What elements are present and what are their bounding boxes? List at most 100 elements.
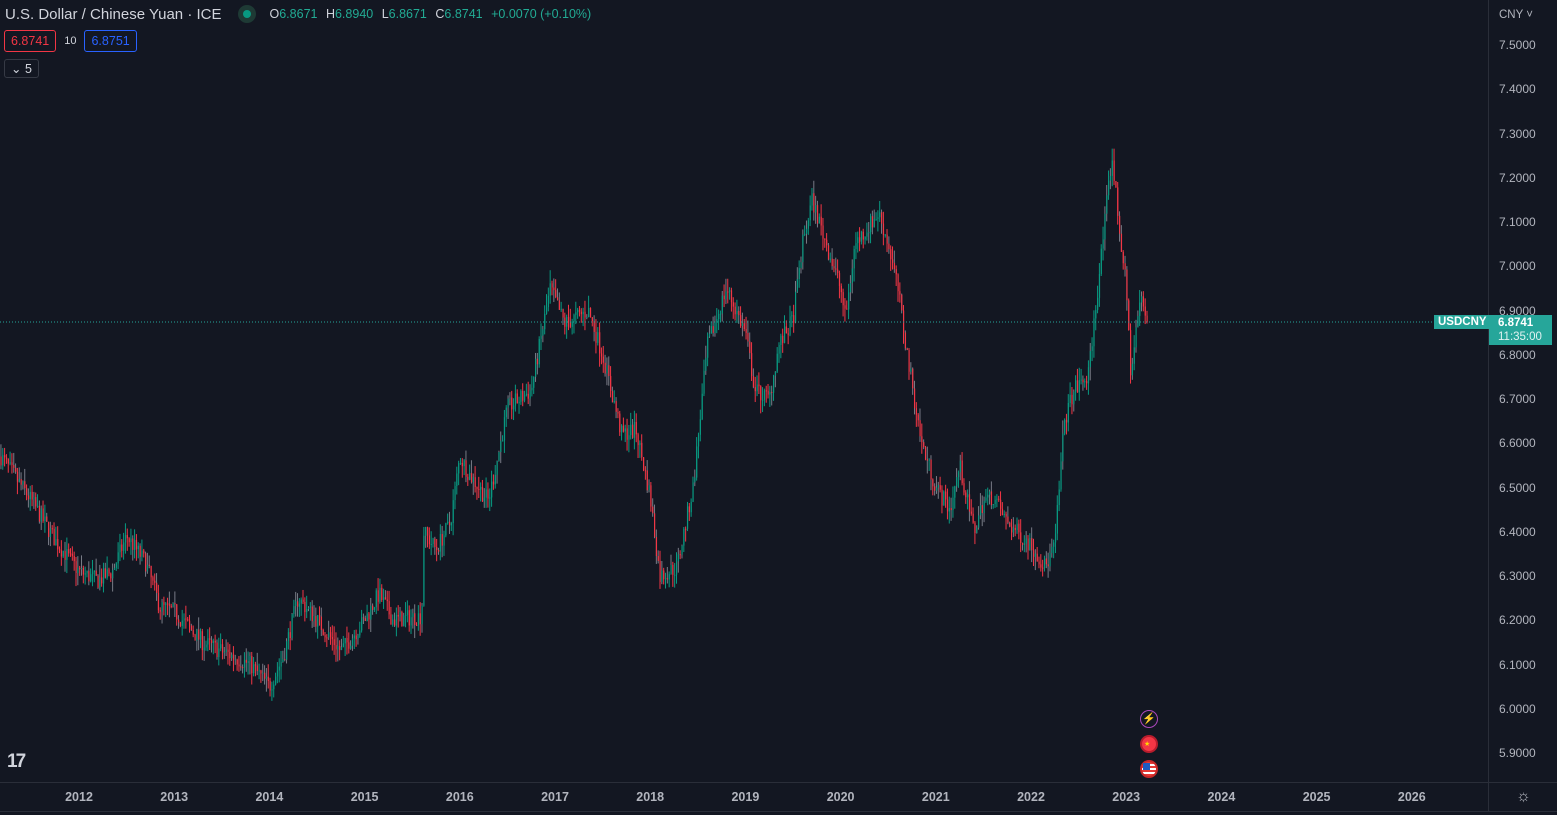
time-tick-label: 2020 [826, 790, 855, 804]
candle [1115, 180, 1117, 188]
candle [308, 606, 310, 612]
candle [137, 542, 139, 559]
candle-body [827, 245, 830, 260]
candle [412, 608, 414, 629]
candle-body [566, 317, 568, 327]
candle-body [580, 311, 582, 315]
candle-body [101, 577, 103, 584]
candle [229, 644, 231, 666]
candle-body [983, 500, 985, 514]
candle-body [397, 614, 399, 617]
candle-body [15, 467, 17, 472]
candle-body [871, 216, 874, 228]
candle [1139, 290, 1141, 326]
candle [882, 211, 885, 246]
candle [666, 566, 669, 584]
candle-body [463, 460, 465, 467]
candle-body [1128, 300, 1130, 331]
last-price: 6.8741 [1498, 317, 1534, 329]
candle-body [699, 419, 701, 435]
tradingview-logo[interactable]: 17 [7, 751, 26, 772]
candle-body [513, 405, 515, 410]
candle-body [734, 306, 736, 315]
candle-body [392, 619, 394, 625]
candle-body [796, 279, 799, 292]
candle [126, 528, 128, 551]
indicators-collapse-button[interactable]: ⌄ 5 [4, 59, 39, 78]
candlestick-chart[interactable] [0, 0, 1488, 782]
candle [805, 220, 808, 244]
time-tick-label: 2015 [350, 790, 379, 804]
candle [963, 478, 965, 496]
candle-body [683, 528, 685, 546]
price-tick-label: 7.2000 [1499, 170, 1536, 185]
currency-selector[interactable]: CNY ˅ [1499, 9, 1533, 21]
candle-body [831, 258, 833, 267]
candle [774, 371, 777, 388]
candle-body [595, 331, 597, 343]
candle-body [165, 603, 167, 605]
candle-body [888, 243, 890, 250]
candle [670, 554, 672, 575]
candle [525, 383, 528, 397]
candle [104, 562, 106, 579]
candle-body [7, 458, 9, 464]
candle-body [227, 649, 229, 653]
candle [822, 217, 824, 251]
candle-body [970, 511, 972, 514]
candle-body [846, 308, 848, 310]
lightning-event-icon[interactable]: ⚡ [1140, 710, 1158, 728]
candle-body [406, 610, 409, 615]
candle [179, 621, 182, 628]
candle-body [1069, 394, 1071, 403]
candle [141, 539, 143, 562]
candle-body [478, 488, 480, 490]
candle-body [210, 639, 213, 644]
candle [558, 292, 561, 311]
time-tick-label: 2013 [160, 790, 189, 804]
candle-body [156, 582, 158, 593]
candle-body [555, 290, 557, 298]
candle-body [857, 237, 859, 244]
candle-body [362, 617, 365, 619]
candle-body [278, 666, 280, 671]
candle-body [159, 610, 161, 612]
candle-body [518, 401, 520, 404]
candle [271, 681, 273, 701]
candle [57, 526, 59, 557]
candle-body [591, 317, 593, 322]
candle [221, 639, 224, 660]
candle-body [394, 619, 396, 626]
us-flag-event-icon[interactable] [1140, 760, 1158, 778]
candle [172, 602, 174, 608]
candle-body [399, 611, 401, 617]
candle [1012, 517, 1015, 538]
candle [756, 375, 758, 397]
buy-button[interactable]: 6.8751 [84, 30, 137, 52]
candle-body [502, 440, 504, 442]
candle-body [234, 659, 236, 661]
settings-gear-icon[interactable]: ☼ [1488, 782, 1557, 812]
candle [55, 526, 57, 546]
price-axis[interactable]: CNY ˅ 7.5000 7.4000 7.3000 7.2000 7.1000 7.00… [1488, 0, 1557, 782]
candle [906, 347, 908, 351]
candle-body [291, 613, 293, 638]
candle [968, 481, 971, 522]
candle [773, 374, 775, 401]
candle [29, 485, 31, 511]
candle [408, 605, 410, 632]
candle [469, 464, 471, 481]
china-flag-event-icon[interactable]: ★ [1140, 735, 1158, 753]
sell-button[interactable]: 6.8741 [4, 30, 57, 52]
candle-body [480, 486, 482, 490]
candle-body [280, 662, 282, 667]
symbol-title[interactable]: U.S. Dollar / Chinese Yuan · ICE [5, 5, 222, 23]
candle [829, 252, 831, 263]
market-status-icon[interactable] [237, 5, 256, 23]
candle-body [837, 269, 839, 274]
time-axis[interactable]: 2012 2013 2014 2015 2016 2017 2018 2019 2020 2021… [0, 782, 1488, 812]
candle [967, 489, 969, 510]
candle [31, 485, 33, 507]
candle [441, 525, 443, 558]
candle-body [491, 481, 493, 498]
